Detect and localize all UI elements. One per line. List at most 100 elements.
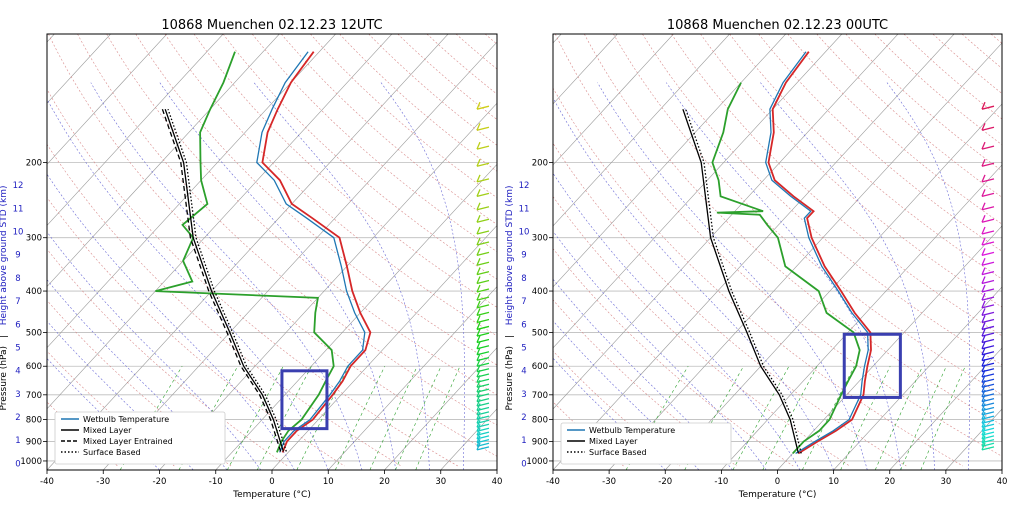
height-tick-label: 3 (15, 390, 20, 400)
wind-barb (981, 322, 986, 330)
x-axis-label: Temperature (°C) (738, 490, 817, 500)
pressure-tick-label: 500 (532, 328, 548, 338)
dry-adiabat (553, 248, 794, 467)
wind-barb (981, 347, 986, 356)
wind-barb (981, 374, 986, 383)
wind-barb (981, 279, 995, 285)
isotherm-line (328, 286, 497, 470)
wind-barb (981, 398, 986, 407)
dry-adiabat (164, 34, 497, 337)
pressure-tick-label: 700 (532, 391, 548, 401)
wind-barb (981, 338, 995, 344)
wind-barb (981, 214, 986, 223)
isotherm-line (553, 34, 786, 288)
dry-adiabat (222, 34, 497, 280)
wind-barb (476, 279, 490, 285)
moist-adiabat (47, 98, 329, 470)
dry-adiabat (106, 34, 497, 396)
height-tick-label: 6 (15, 320, 20, 330)
wind-barb (981, 296, 995, 301)
x-tick-label: 20 (379, 477, 390, 487)
pressure-tick-label: 500 (26, 328, 42, 338)
wind-barb (476, 435, 481, 443)
wind-barb (476, 202, 481, 210)
wind-barb (476, 145, 490, 150)
wind-barb (476, 358, 481, 367)
wind-barb (981, 248, 986, 256)
wind-barb (476, 304, 490, 309)
y-axis-label-separator: | (0, 335, 9, 338)
y-axis-label-separator: | (505, 335, 515, 338)
wind-barb (476, 389, 481, 398)
wind-barb (981, 325, 995, 331)
y-axis-label-height: Height above ground STD (km) (0, 185, 9, 325)
mixing-ratio-line (762, 366, 818, 470)
wind-barb (476, 315, 481, 323)
wind-barb (476, 158, 481, 167)
wind-barb (981, 202, 986, 210)
legend-entry: Surface Based (589, 448, 647, 457)
dry-adiabat (251, 34, 497, 253)
wind-barb (981, 332, 995, 337)
pressure-tick-label: 800 (532, 416, 548, 426)
dry-adiabat (671, 34, 1002, 337)
height-tick-label: 1 (15, 436, 20, 446)
wind-barb (981, 284, 986, 293)
wind-barb (981, 351, 995, 356)
dry-adiabat (903, 34, 1002, 120)
dry-adiabat (135, 34, 497, 366)
wind-barb (476, 178, 490, 183)
moist-adiabat (553, 97, 834, 470)
mixing-ratio-line (840, 366, 891, 470)
pressure-tick-label: 700 (26, 391, 42, 401)
y-axis-label-height: Height above ground STD (km) (505, 185, 515, 325)
dry-adiabat (77, 34, 497, 426)
chart-title: 10868 Muenchen 02.12.23 12UTC (161, 18, 382, 33)
wind-barb (476, 267, 481, 275)
dry-adiabat (339, 34, 497, 172)
isotherm-line (271, 224, 497, 470)
moist-adiabat (886, 82, 971, 470)
moist-adiabat (553, 320, 700, 470)
dry-adiabat (553, 299, 737, 467)
moist-adiabat (159, 82, 397, 470)
legend-box (560, 422, 732, 465)
wind-barb (981, 427, 986, 436)
wind-barb (476, 214, 481, 223)
height-tick-label: 10 (519, 228, 530, 238)
wind-barb (476, 105, 490, 110)
mixing-ratio-line (415, 366, 461, 470)
isotherm-line (553, 34, 899, 410)
wind-barb (981, 389, 986, 398)
wind-barb (476, 174, 481, 183)
moist-adiabat (47, 231, 262, 470)
skewt-panel-1: 10868 Muenchen 02.12.23 00UTC -40 -30 -20 -1… (505, 18, 1008, 500)
series-line-temperature (261, 51, 372, 453)
height-tick-label: 12 (519, 181, 530, 191)
isotherm-line (47, 34, 168, 165)
wind-barb (476, 420, 481, 428)
pressure-tick-label: 400 (26, 287, 42, 297)
x-tick-label: 40 (997, 477, 1008, 487)
x-tick-label: 0 (269, 477, 274, 487)
height-tick-label: 0 (521, 459, 526, 469)
wind-barb (981, 439, 986, 447)
wind-barb (476, 318, 490, 324)
x-tick-label: 20 (884, 477, 895, 487)
x-tick-label: -40 (546, 477, 560, 487)
series-line-surface-based (167, 108, 287, 452)
wind-barb (981, 328, 986, 337)
isotherm-line (553, 34, 562, 44)
wind-barb (981, 192, 995, 197)
wind-barb (981, 369, 986, 378)
wind-barb (476, 261, 490, 266)
mixing-ratio-line (256, 366, 312, 470)
wind-barb (981, 335, 986, 343)
wind-barb (981, 384, 986, 393)
mixing-ratio-line (369, 366, 418, 470)
wind-barb (981, 308, 986, 316)
height-tick-label: 11 (13, 204, 24, 214)
dry-adiabat (47, 350, 175, 467)
panel-plot-area (553, 34, 1002, 470)
wind-barb (476, 251, 490, 257)
